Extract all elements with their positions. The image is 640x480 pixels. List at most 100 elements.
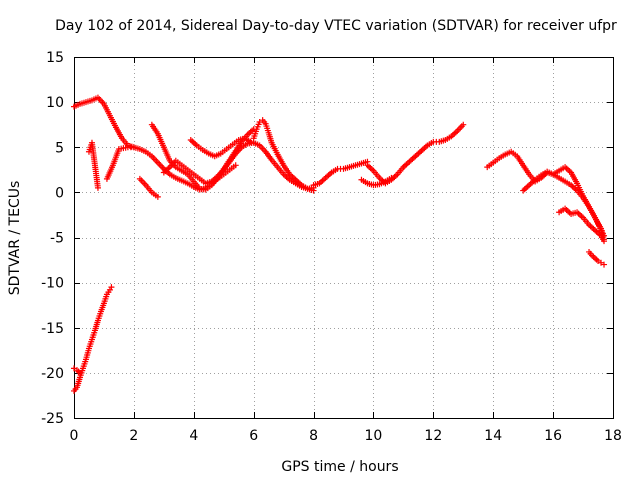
data-point xyxy=(589,224,596,231)
data-point xyxy=(403,161,410,168)
data-point xyxy=(76,369,83,376)
data-point xyxy=(523,184,530,191)
data-point xyxy=(249,127,256,134)
data-point xyxy=(415,150,422,157)
data-point xyxy=(310,187,317,194)
data-point xyxy=(418,147,425,154)
x-tick-label: 10 xyxy=(365,428,383,444)
data-point xyxy=(416,149,423,156)
data-point xyxy=(289,174,296,181)
data-point xyxy=(367,165,374,172)
data-marks xyxy=(71,94,608,394)
data-point xyxy=(108,284,115,291)
y-tick-label: 15 xyxy=(46,50,64,66)
data-point xyxy=(192,141,199,148)
series-arc-g xyxy=(310,158,371,189)
x-tick-label: 6 xyxy=(249,428,258,444)
data-point xyxy=(587,223,594,230)
x-tick-label: 2 xyxy=(129,428,138,444)
series-arc-m xyxy=(586,248,608,268)
data-point xyxy=(94,184,101,191)
data-point xyxy=(325,172,332,179)
data-point xyxy=(406,158,413,165)
data-point xyxy=(404,160,411,167)
x-axis-label: GPS time / hours xyxy=(281,459,398,475)
data-point xyxy=(575,210,582,217)
data-point xyxy=(409,155,416,162)
data-point xyxy=(563,165,570,172)
data-point xyxy=(460,121,467,128)
series-arc-b xyxy=(136,175,161,200)
data-point xyxy=(190,139,197,146)
x-tick-labels: 0 2 4 6 8 10 12 14 16 18 xyxy=(70,428,622,444)
data-point xyxy=(590,225,597,232)
data-point xyxy=(601,261,608,268)
y-tick-label: 10 xyxy=(46,95,64,111)
y-tick-label: -10 xyxy=(41,276,64,292)
data-point xyxy=(578,213,585,220)
data-point xyxy=(407,157,414,164)
series-early-rise xyxy=(71,284,115,394)
data-point xyxy=(524,183,531,190)
data-point xyxy=(322,174,329,181)
series-early-low-stub xyxy=(71,365,83,376)
data-point xyxy=(189,138,196,145)
x-tick-label: 4 xyxy=(189,428,198,444)
y-tick-labels: -25 -20 -15 -10 -5 0 5 10 15 xyxy=(41,50,64,427)
data-point xyxy=(530,178,537,185)
data-point xyxy=(187,137,194,144)
series-arc-l xyxy=(556,205,608,245)
data-point xyxy=(365,163,372,170)
data-point xyxy=(601,238,608,245)
data-point xyxy=(410,154,417,161)
data-point xyxy=(246,130,253,137)
data-point xyxy=(419,146,426,153)
y-axis-label: SDTVAR / TECUs xyxy=(7,181,23,296)
data-point xyxy=(563,206,570,213)
y-tick-label: -5 xyxy=(50,231,64,247)
data-point xyxy=(321,176,328,183)
y-tick-label: -20 xyxy=(41,366,64,382)
data-point xyxy=(154,193,161,200)
data-point xyxy=(521,186,528,193)
series-arc-e xyxy=(187,135,254,160)
series-isolated-points xyxy=(85,139,101,191)
data-point xyxy=(592,255,599,262)
data-point xyxy=(590,253,597,260)
x-tick-label: 0 xyxy=(70,428,79,444)
data-point xyxy=(526,182,533,189)
y-tick-label: -25 xyxy=(41,411,64,427)
y-tick-label: 0 xyxy=(55,185,64,201)
data-point xyxy=(401,162,408,169)
data-point xyxy=(520,187,527,194)
data-point xyxy=(452,129,459,136)
chart-title: Day 102 of 2014, Sidereal Day-to-day VTE… xyxy=(55,18,617,34)
data-point xyxy=(421,145,428,152)
data-point xyxy=(412,153,419,160)
grid-lines xyxy=(74,57,613,418)
series-early-high-arc xyxy=(71,94,137,151)
y-tick-label: 5 xyxy=(55,140,64,156)
data-point xyxy=(324,173,331,180)
data-point xyxy=(593,256,600,263)
axis-ticks xyxy=(74,57,614,419)
plot-frame xyxy=(74,57,614,419)
x-tick-label: 16 xyxy=(544,428,562,444)
data-point xyxy=(247,138,254,145)
x-tick-label: 12 xyxy=(424,428,442,444)
series-arc-i xyxy=(358,174,395,189)
data-point xyxy=(368,166,375,173)
x-tick-label: 14 xyxy=(484,428,502,444)
data-point xyxy=(566,209,573,216)
series-arc-f xyxy=(250,117,317,194)
data-point xyxy=(232,162,239,169)
x-tick-label: 8 xyxy=(309,428,318,444)
y-tick-label: -15 xyxy=(41,321,64,337)
data-point xyxy=(319,177,326,184)
data-point xyxy=(451,130,458,137)
data-point xyxy=(593,228,600,235)
series-arc-h xyxy=(364,121,467,187)
data-point xyxy=(413,151,420,158)
x-tick-label: 18 xyxy=(604,428,622,444)
